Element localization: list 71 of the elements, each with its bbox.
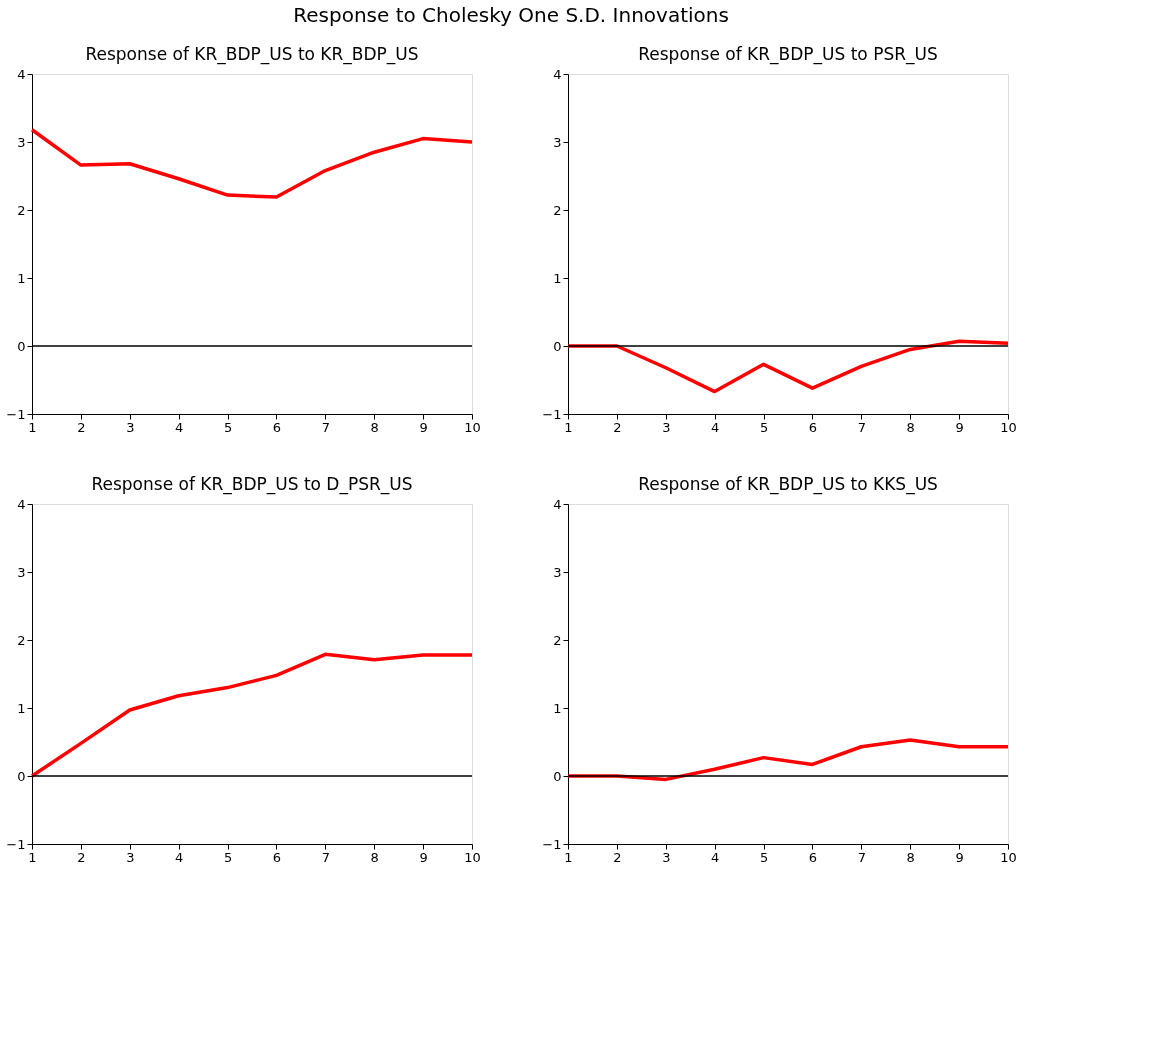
x-tick-label: 5 (759, 419, 769, 435)
y-tick-label: 1 (553, 270, 562, 286)
y-tick-label: 3 (17, 134, 26, 150)
y-tick-label: 1 (17, 270, 26, 286)
x-tick-label: 3 (662, 849, 671, 865)
y-tick-label: 2 (553, 202, 562, 218)
x-tick-label: 6 (808, 849, 818, 865)
chart-title: Response of KR_BDP_US to PSR_US (638, 44, 938, 65)
x-tick-label: 4 (711, 419, 720, 435)
x-tick-label: 1 (564, 419, 573, 435)
y-tick-label: 4 (553, 66, 562, 82)
x-tick-label: 10 (464, 849, 481, 865)
y-tick-label: −1 (542, 406, 562, 422)
x-tick-label: 9 (419, 419, 428, 435)
chart-title: Response of KR_BDP_US to KKS_US (638, 474, 938, 495)
x-tick-label: 8 (906, 419, 915, 435)
x-tick-label: 6 (808, 419, 818, 435)
x-tick-label: 7 (321, 419, 330, 435)
x-tick-label: 3 (662, 419, 671, 435)
x-tick-label: 5 (759, 849, 769, 865)
x-tick-label: 2 (77, 419, 86, 435)
x-tick-label: 10 (1000, 419, 1017, 435)
x-tick-label: 8 (906, 849, 915, 865)
y-tick-label: 4 (17, 66, 26, 82)
y-tick-label: 1 (17, 700, 26, 716)
y-tick-label: 4 (17, 496, 26, 512)
x-tick-label: 2 (77, 849, 86, 865)
y-tick-label: 0 (17, 768, 26, 784)
x-tick-label: 7 (857, 419, 866, 435)
x-tick-label: 7 (321, 849, 330, 865)
y-tick-label: 2 (17, 632, 26, 648)
x-tick-label: 9 (955, 849, 964, 865)
y-tick-label: 0 (553, 338, 562, 354)
line-series (30, 652, 474, 778)
x-tick-label: 1 (28, 849, 37, 865)
chart-title: Response of KR_BDP_US to D_PSR_US (91, 474, 413, 495)
x-tick-label: 9 (955, 419, 964, 435)
x-tick-label: 7 (857, 849, 866, 865)
x-tick-label: 6 (272, 419, 282, 435)
x-tick-label: 9 (419, 849, 428, 865)
text: Response to Cholesky One S.D. Innovations (293, 2, 729, 27)
x-tick-label: 5 (223, 419, 233, 435)
y-tick-label: 4 (553, 496, 562, 512)
x-tick-label: 3 (126, 419, 135, 435)
chart-title: Response of KR_BDP_US to KR_BDP_US (85, 44, 419, 65)
y-tick-label: −1 (6, 406, 26, 422)
x-tick-label: 4 (175, 419, 184, 435)
y-tick-label: 2 (17, 202, 26, 218)
x-tick-label: 1 (564, 849, 573, 865)
x-tick-label: 1 (28, 419, 37, 435)
x-tick-label: 2 (613, 419, 622, 435)
y-tick-label: 3 (553, 564, 562, 580)
x-tick-label: 10 (1000, 849, 1017, 865)
y-tick-label: 1 (553, 700, 562, 716)
x-tick-label: 2 (613, 849, 622, 865)
x-tick-label: 4 (175, 849, 184, 865)
x-tick-label: 4 (711, 849, 720, 865)
y-tick-label: −1 (542, 836, 562, 852)
x-tick-label: 8 (370, 419, 379, 435)
y-tick-label: 3 (553, 134, 562, 150)
x-tick-label: 5 (223, 849, 233, 865)
y-tick-label: 0 (553, 768, 562, 784)
y-tick-label: 0 (17, 338, 26, 354)
line-series (30, 128, 474, 199)
x-tick-label: 6 (272, 849, 282, 865)
y-tick-label: 3 (17, 564, 26, 580)
x-tick-label: 3 (126, 849, 135, 865)
x-tick-label: 10 (464, 419, 481, 435)
y-tick-label: −1 (6, 836, 26, 852)
x-tick-label: 8 (370, 849, 379, 865)
y-tick-label: 2 (553, 632, 562, 648)
